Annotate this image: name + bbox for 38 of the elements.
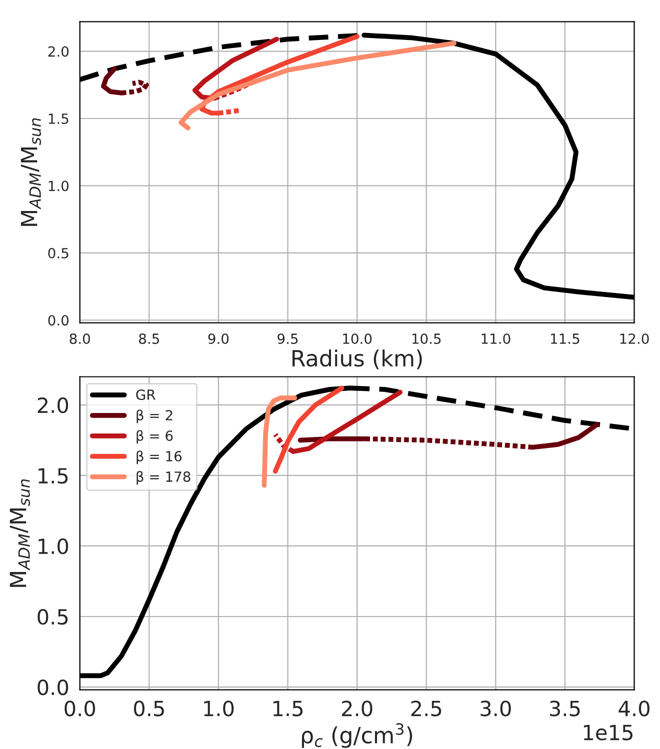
y-tick-label: 2.0: [38, 397, 68, 414]
x-tick-label: 0.0: [64, 700, 96, 716]
x-tick-label: 9.5: [278, 333, 298, 344]
x-tick-label: 2.0: [342, 700, 372, 716]
y-tick-label: 1.5: [38, 468, 68, 484]
x-tick-label: 1.5: [273, 700, 303, 716]
x-tick-label: 0.5: [134, 700, 164, 716]
legend-label: β = 6: [136, 430, 173, 444]
x-tick-label: 8.5: [139, 333, 159, 344]
legend-label: β = 178: [136, 471, 190, 485]
y-tick-label: 0.5: [38, 608, 68, 625]
x-tick-label: 12.0: [620, 333, 649, 344]
x-axis-title: ρ$_{c}$ (g/cm$^{3}$): [302, 723, 412, 748]
x-tick-label: 10.0: [343, 333, 372, 344]
x-tick-label: 9.0: [208, 333, 229, 344]
x-tick-label: 4.0: [618, 700, 650, 716]
y-tick-label: 1.5: [48, 114, 68, 124]
x-tick-label: 3.5: [550, 700, 580, 716]
x-tick-label: 3.0: [480, 700, 511, 716]
legend-label: β = 2: [136, 410, 172, 424]
y-tick-label: 1.0: [38, 538, 68, 554]
x-tick-label: 1.0: [204, 700, 234, 716]
y-tick-label: 0.0: [48, 315, 69, 326]
x-tick-label: 11.5: [551, 334, 580, 344]
x-tick-label: 10.5: [412, 333, 441, 344]
y-tick-label: 2.0: [48, 46, 69, 57]
x-tick-label: 2.5: [411, 700, 442, 716]
y-axis-title: M$_{ADM}$/M$_{sun}$: [10, 479, 30, 587]
y-tick-label: 0.0: [38, 679, 68, 696]
y-tick-label: 1.0: [48, 180, 69, 192]
legend-label: β = 16: [136, 450, 182, 464]
legend-label: GR: [136, 389, 156, 400]
y-axis-title: M$_{ADM}$/M$_{sun}$: [20, 118, 42, 226]
x-tick-label: 8.0: [70, 333, 90, 344]
y-tick-label: 0.5: [48, 248, 68, 258]
x-axis-title: Radius (km): [292, 349, 422, 370]
x-tick-label: 11.0: [482, 333, 510, 344]
text: 1e15: [584, 724, 632, 740]
